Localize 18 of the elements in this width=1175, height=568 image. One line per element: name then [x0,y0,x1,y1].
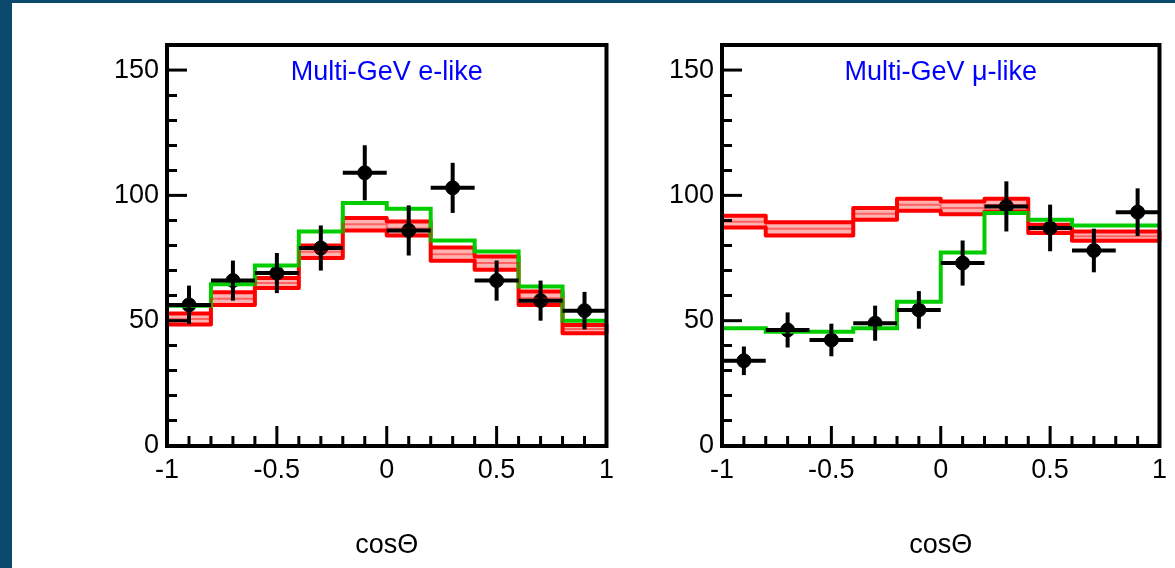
chart-title: Multi-GeV μ-like [844,56,1038,87]
y-tick-label: 150 [668,53,714,84]
x-tick-label: 0 [379,453,395,484]
y-tick-label: 150 [113,53,159,84]
x-tick-label: -0.5 [808,453,855,484]
y-tick-label: 50 [683,304,714,335]
x-tick-label: 0.5 [477,453,516,484]
chart-title: Multi-GeV e-like [290,56,483,87]
x-tick-label: 0 [933,453,949,484]
x-axis-title: cosΘ [909,529,973,560]
x-tick-label: 0.5 [1031,453,1069,484]
y-tick-label: 50 [128,304,159,335]
x-tick-label: 1 [598,453,615,484]
x-tick-label: -0.5 [253,453,301,484]
x-tick-label: 1 [1151,453,1168,484]
y-tick-label: 100 [668,178,714,209]
x-axis-title: cosΘ [355,529,419,560]
y-tick-label: 100 [113,178,159,209]
